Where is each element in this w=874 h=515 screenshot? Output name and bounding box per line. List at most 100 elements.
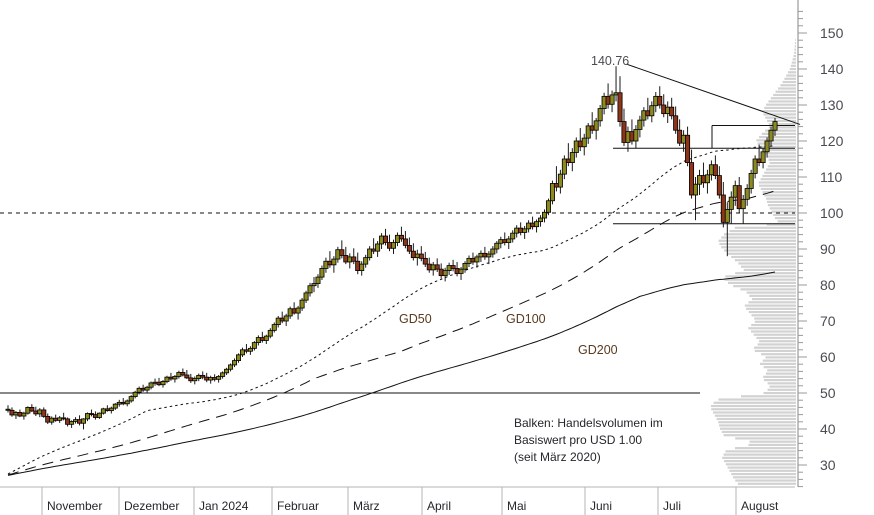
volume-profile-bar: [721, 430, 796, 434]
volume-profile-bar: [769, 161, 796, 165]
volume-profile-bar: [757, 343, 796, 346]
volume-profile-bar: [714, 414, 796, 417]
candle-body-up: [609, 94, 615, 105]
volume-profile-bar: [725, 450, 796, 453]
volume-profile-bar: [759, 184, 796, 187]
volume-profile-bar: [795, 42, 796, 45]
volume-profile-bar: [741, 395, 796, 398]
volume-profile-bar: [767, 119, 796, 122]
candle-body-down: [259, 337, 265, 341]
volume-profile-bar: [725, 463, 796, 466]
volume-profile-bar: [765, 372, 796, 375]
candle-body-up: [100, 408, 106, 414]
candle-body-up: [247, 347, 253, 352]
x-axis-tick-label-april: April: [427, 499, 451, 513]
candle-body-down: [434, 264, 440, 270]
volume-profile-bar: [737, 482, 796, 485]
candle-body-down: [450, 265, 456, 269]
volume-profile-bar: [723, 434, 796, 437]
candle-body-down: [45, 415, 51, 423]
x-axis-tick-label-juni: Juni: [590, 499, 612, 513]
candle-body-up: [96, 412, 102, 418]
candle-body-up: [744, 188, 750, 200]
candle-body-up: [696, 175, 702, 185]
candle-body-up: [57, 417, 63, 421]
candle-body-up: [232, 360, 238, 366]
candle-body-down: [120, 401, 126, 405]
candle-body-down: [418, 253, 424, 259]
volume-profile-bar: [767, 200, 796, 203]
x-axis-tick-label-november: November: [47, 499, 102, 513]
volume-profile-bar: [754, 349, 796, 353]
candle-body-up: [740, 198, 746, 210]
candle-body-down: [243, 349, 249, 352]
candle-body-up: [613, 92, 619, 96]
volume-profile-bar: [713, 401, 796, 404]
volume-profile-bar: [748, 327, 796, 330]
candle-body-up: [69, 421, 75, 425]
candle-body-up: [124, 400, 130, 405]
candle-body-down: [669, 106, 675, 117]
volume-profile-bar: [718, 421, 796, 424]
candle-body-down: [422, 257, 428, 265]
volume-profile-bar: [724, 460, 796, 463]
candle-body-up: [442, 270, 448, 277]
volume-profile-bar: [738, 262, 796, 265]
candle-body-up: [581, 137, 587, 148]
candle-body-up: [347, 256, 353, 263]
candle-body-down: [426, 263, 432, 271]
candle-body-up: [251, 342, 257, 349]
candle-body-up: [728, 196, 734, 210]
candle-body-up: [228, 364, 234, 370]
candle-body-up: [545, 200, 551, 213]
y-axis-tick-label-140: 140: [820, 61, 844, 77]
volume-profile-bar: [729, 469, 796, 472]
candle-body-up: [458, 268, 464, 274]
candle-body-up: [625, 131, 631, 143]
candle-body-up: [768, 129, 774, 142]
candle-body-up: [752, 158, 758, 174]
candle-body-up: [295, 307, 301, 314]
candle-body-up: [335, 249, 341, 260]
volume-profile-bar: [767, 382, 796, 385]
candle-body-up: [748, 172, 754, 189]
candle-body-down: [720, 194, 726, 223]
volume-profile-bar: [788, 71, 796, 74]
candle-body-up: [81, 418, 87, 424]
y-axis-tick-label-70: 70: [820, 313, 836, 329]
candle-body-up: [649, 105, 655, 117]
candle-body-up: [732, 185, 738, 198]
candle-body-down: [188, 377, 194, 382]
volume-profile-bar: [754, 320, 796, 323]
candle-body-down: [88, 413, 94, 416]
candle-body-up: [128, 396, 134, 402]
volume-profile-bar: [718, 239, 796, 242]
candle-body-down: [355, 260, 361, 271]
volume-profile-bar: [764, 106, 796, 110]
candle-body-up: [323, 260, 329, 269]
volume-note-line3: (seit März 2020): [514, 450, 601, 464]
volume-profile-bar: [777, 220, 796, 223]
volume-profile-bar: [766, 197, 796, 200]
candle-body-down: [104, 408, 110, 412]
volume-profile-bar: [766, 103, 796, 106]
volume-profile-bar: [767, 369, 796, 372]
candle-body-down: [661, 104, 667, 115]
candle-body-down: [577, 140, 583, 148]
candle-body-down: [92, 414, 98, 418]
candle-body-up: [267, 329, 273, 337]
candle-body-up: [108, 407, 114, 412]
candle-body-up: [665, 106, 671, 115]
volume-profile-bar: [766, 155, 796, 158]
candle-body-up: [287, 308, 293, 317]
volume-profile-bar: [731, 255, 796, 259]
candle-body-up: [216, 376, 222, 380]
volume-profile-bar: [733, 476, 796, 479]
candle-body-down: [77, 419, 83, 424]
volume-profile-bar: [791, 61, 796, 64]
volume-profile-bar: [773, 213, 796, 216]
volume-profile-bar: [734, 259, 796, 262]
volume-profile-bar: [793, 55, 796, 58]
volume-profile-bar: [759, 136, 796, 139]
volume-profile-bar: [765, 356, 796, 359]
